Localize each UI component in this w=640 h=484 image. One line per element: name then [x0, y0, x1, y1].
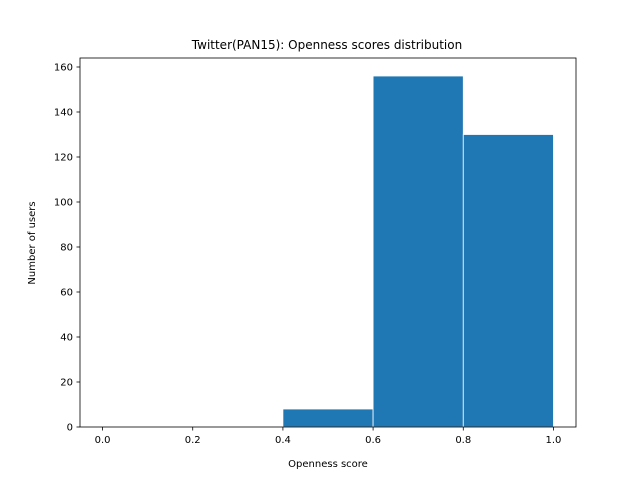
plot-frame — [79, 57, 577, 428]
y-tick-label: 140 — [54, 108, 73, 119]
histogram-bar — [372, 75, 464, 428]
y-tick-label: 20 — [60, 378, 73, 389]
y-tick-label: 160 — [54, 63, 73, 74]
x-axis-ticks: 0.0 0.2 0.4 0.6 0.8 1.0 — [95, 427, 562, 446]
x-axis-label: Openness score — [288, 459, 368, 470]
y-axis-ticks: 0 20 40 60 80 100 120 140 160 — [54, 63, 80, 434]
y-axis-label: Number of users — [27, 201, 38, 284]
x-tick-label: 0.0 — [95, 435, 111, 446]
x-tick-label: 0.4 — [275, 435, 291, 446]
histogram-bar — [462, 134, 554, 428]
y-tick-label: 80 — [60, 243, 73, 254]
x-tick-label: 1.0 — [546, 435, 562, 446]
bars-group — [282, 75, 554, 428]
y-tick-label: 0 — [67, 423, 73, 434]
y-tick-label: 120 — [54, 153, 73, 164]
x-tick-label: 0.6 — [365, 435, 381, 446]
y-tick-label: 100 — [54, 198, 73, 209]
x-tick-label: 0.2 — [185, 435, 201, 446]
histogram-bar — [282, 408, 374, 428]
y-tick-label: 40 — [60, 333, 73, 344]
x-tick-label: 0.8 — [455, 435, 471, 446]
chart-title: Twitter(PAN15): Openness scores distribu… — [191, 38, 462, 52]
y-tick-label: 60 — [60, 288, 73, 299]
